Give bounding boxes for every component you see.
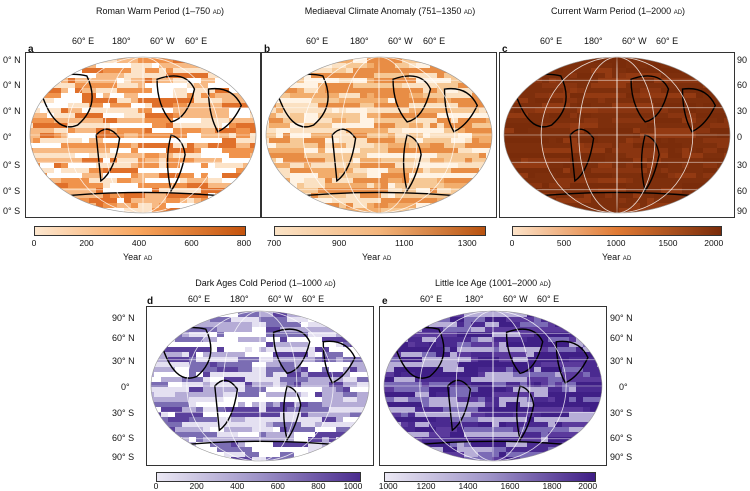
panel-c-lat-1: 90 [737, 55, 747, 65]
panel-a-lat-2: 0° N [3, 80, 21, 90]
panel-b-lon-4: 60° E [423, 36, 445, 46]
panel-c-lon-4: 60° E [656, 36, 678, 46]
panel-e-lat-4: 0° [619, 382, 628, 392]
panel-d-lat-2: 60° N [112, 333, 135, 343]
panel-e-lon-2: 180° [465, 294, 484, 304]
panel-b-lon-3: 60° W [388, 36, 413, 46]
colorbar-tick: 400 [132, 238, 146, 248]
panel-c-lon-2: 180° [584, 36, 603, 46]
colorbar-tick: 700 [267, 238, 281, 248]
panel-b-colorbar-label: Year AD [362, 252, 392, 262]
panel-b-lon-1: 60° E [306, 36, 328, 46]
panel-d-lat-6: 60° S [112, 433, 134, 443]
panel-e-title: Little Ice Age (1001–2000 AD) [398, 278, 588, 288]
panel-c-lat-7: 90 [737, 206, 747, 216]
panel-e-lon-3: 60° W [503, 294, 528, 304]
panel-e-lat-5: 30° S [610, 408, 632, 418]
panel-a-lat-7: 0° S [3, 206, 20, 216]
panel-c-colorbar-label: Year AD [602, 252, 632, 262]
panel-a-lon-3: 60° W [150, 36, 175, 46]
colorbar-tick: 600 [184, 238, 198, 248]
panel-d-lat-4: 0° [121, 382, 130, 392]
panel-d-map [146, 306, 374, 466]
panel-a-lon-4: 60° E [185, 36, 207, 46]
panel-a-colorbar [34, 226, 246, 236]
panel-c-colorbar [512, 226, 722, 236]
panel-b-map [261, 52, 497, 218]
panel-d-colorbar [156, 472, 361, 482]
panel-d-lat-7: 90° S [112, 452, 134, 462]
panel-c-lon-3: 60° W [622, 36, 647, 46]
panel-d-lat-3: 30° N [112, 356, 135, 366]
colorbar-tick: 1500 [659, 238, 678, 248]
panel-b-title: Mediaeval Climate Anomaly (751–1350 AD) [275, 6, 505, 16]
colorbar-tick: 200 [79, 238, 93, 248]
panel-c-lat-2: 60 [737, 80, 747, 90]
panel-d-lon-4: 60° E [302, 294, 324, 304]
panel-d-lon-1: 60° E [188, 294, 210, 304]
panel-a-lat-3: 0° N [3, 106, 21, 116]
panel-a-lon-1: 60° E [72, 36, 94, 46]
colorbar-tick: 1300 [458, 238, 477, 248]
panel-e-lat-1: 90° N [610, 313, 633, 323]
panel-a-lat-4: 0° [3, 132, 12, 142]
panel-c-lat-6: 60 [737, 186, 747, 196]
colorbar-tick: 0 [32, 238, 37, 248]
colorbar-tick: 1000 [607, 238, 626, 248]
panel-a-lon-2: 180° [112, 36, 131, 46]
panel-d-lat-1: 90° N [112, 313, 135, 323]
panel-a-lat-1: 0° N [3, 55, 21, 65]
panel-d-title: Dark Ages Cold Period (1–1000 AD) [163, 278, 368, 288]
colorbar-tick: 1100 [395, 238, 413, 248]
panel-e-lat-7: 90° S [610, 452, 632, 462]
colorbar-tick: 2000 [704, 238, 723, 248]
panel-e-lon-4: 60° E [537, 294, 559, 304]
panel-c-lon-1: 60° E [540, 36, 562, 46]
panel-d-lon-2: 180° [230, 294, 249, 304]
panel-d-lat-5: 30° S [112, 408, 134, 418]
colorbar-tick: 800 [237, 238, 251, 248]
panel-a-colorbar-label: Year AD [123, 252, 153, 262]
panel-a-lat-5: 0° S [3, 160, 20, 170]
panel-e-lon-1: 60° E [420, 294, 442, 304]
panel-e-lat-2: 60° N [610, 333, 633, 343]
panel-c-map [499, 52, 735, 218]
panel-b-lon-2: 180° [350, 36, 369, 46]
panel-c-lat-5: 30 [737, 160, 747, 170]
panel-c-title: Current Warm Period (1–2000 AD) [518, 6, 718, 16]
colorbar-tick: 0 [510, 238, 515, 248]
colorbar-tick: 500 [557, 238, 571, 248]
panel-d-lon-3: 60° W [268, 294, 293, 304]
colorbar-tick: 900 [332, 238, 346, 248]
panel-a-title: Roman Warm Period (1–750 AD) [55, 6, 265, 16]
panel-a-lat-6: 0° S [3, 186, 20, 196]
panel-c-lat-4: 0 [737, 132, 742, 142]
panel-c-lat-3: 30 [737, 106, 747, 116]
panel-a-map [25, 52, 261, 218]
panel-e-lat-6: 60° S [610, 433, 632, 443]
panel-b-colorbar [274, 226, 486, 236]
panel-e-lat-3: 30° N [610, 356, 633, 366]
panel-e-map [379, 306, 607, 466]
